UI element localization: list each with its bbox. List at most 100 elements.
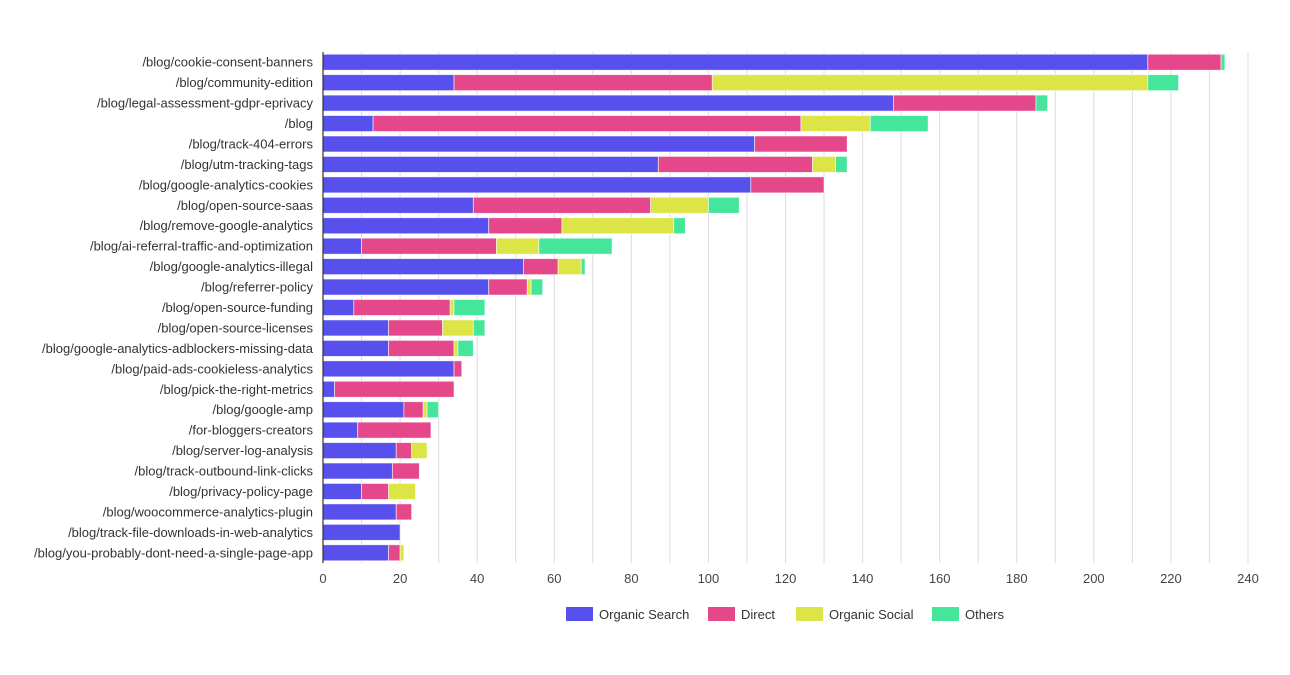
bar-segment-organic-search: [322, 544, 389, 562]
legend-swatch: [566, 607, 593, 621]
legend-label: Organic Search: [599, 607, 689, 622]
bar-segment-others: [426, 401, 440, 419]
bar-segment-organic-search: [322, 339, 389, 357]
legend: Organic Search Direct Organic Social Others: [566, 607, 1005, 622]
bar-segment-direct: [388, 319, 443, 337]
y-category-label: /blog/track-file-downloads-in-web-analyt…: [68, 525, 313, 540]
bar-segment-organic-social: [422, 401, 428, 419]
legend-swatch: [708, 607, 735, 621]
y-category-label: /blog/legal-assessment-gdpr-eprivacy: [97, 96, 314, 111]
bar-segment-organic-social: [453, 339, 459, 357]
bar-segment-direct: [395, 503, 413, 521]
y-category-label: /blog/utm-tracking-tags: [181, 157, 314, 172]
bar-segment-organic-search: [322, 483, 362, 500]
bar-segment-direct: [488, 217, 563, 235]
legend-swatch: [932, 607, 959, 621]
x-tick-label: 40: [470, 571, 484, 586]
y-category-label: /blog/open-source-licenses: [158, 320, 314, 335]
y-category-label: /blog/server-log-analysis: [172, 443, 313, 458]
legend-label: Direct: [741, 607, 775, 622]
bar-segment-others: [457, 339, 474, 357]
bar-segment-others: [708, 196, 740, 214]
x-tick-label: 80: [624, 571, 638, 586]
x-tick-label: 60: [547, 571, 561, 586]
bar-segment-organic-search: [322, 523, 401, 541]
bars: [322, 53, 1226, 562]
legend-item: Organic Search: [566, 607, 689, 622]
bar-segment-direct: [488, 278, 528, 296]
bar-segment-others: [1147, 74, 1180, 92]
bar-segment-direct: [391, 462, 420, 480]
bar-segment-direct: [403, 401, 424, 419]
bar-segment-direct: [395, 442, 413, 459]
y-category-label: /blog/privacy-policy-page: [169, 484, 313, 499]
bar-segment-direct: [388, 544, 401, 562]
x-tick-label: 120: [775, 571, 797, 586]
bar-segment-organic-social: [496, 237, 540, 255]
y-category-label: /blog/open-source-saas: [177, 198, 313, 213]
bar-segment-organic-search: [322, 196, 474, 214]
bar-segment-direct: [353, 299, 451, 316]
bar-segment-direct: [472, 196, 652, 214]
bar-segment-organic-social: [526, 278, 532, 296]
x-axis-labels: 0 20 40 60 80 100 120 140 160 180 200 220 240: [319, 571, 1258, 586]
y-category-label: /blog/cookie-consent-banners: [142, 55, 313, 70]
bar-segment-others: [453, 299, 486, 316]
bar-segment-organic-social: [399, 544, 405, 562]
x-tick-label: 200: [1083, 571, 1105, 586]
y-category-label: /blog/woocommerce-analytics-plugin: [103, 504, 313, 519]
bar-segment-direct: [754, 135, 848, 153]
bar-segment-organic-social: [812, 156, 837, 173]
bar-segment-others: [835, 156, 848, 173]
bar-segment-direct: [357, 421, 432, 439]
bar-segment-others: [1035, 94, 1048, 112]
bar-segment-organic-social: [800, 115, 871, 132]
bar-segment-others: [538, 237, 613, 255]
bar-segment-organic-social: [561, 217, 675, 235]
bar-segment-organic-search: [322, 421, 359, 439]
bar-segment-organic-search: [322, 74, 455, 92]
y-category-label: /blog/remove-google-analytics: [140, 218, 314, 233]
bar-segment-organic-search: [322, 176, 752, 194]
bar-segment-direct: [372, 115, 802, 132]
bar-segment-organic-search: [322, 462, 393, 480]
x-tick-label: 180: [1006, 571, 1028, 586]
bar-segment-direct: [361, 237, 497, 255]
bar-segment-organic-search: [322, 135, 756, 153]
bar-segment-direct: [750, 176, 825, 194]
y-category-label: /for-bloggers-creators: [189, 423, 314, 438]
bar-segment-organic-social: [442, 319, 474, 337]
bar-segment-organic-social: [650, 196, 709, 214]
bar-segment-others: [530, 278, 544, 296]
y-category-label: /blog/paid-ads-cookieless-analytics: [111, 361, 313, 376]
bar-segment-direct: [657, 156, 813, 173]
bar-segment-organic-social: [711, 74, 1149, 92]
bar-segment-organic-search: [322, 115, 374, 132]
bar-segment-organic-search: [322, 217, 490, 235]
legend-swatch: [796, 607, 823, 621]
y-category-label: /blog/open-source-funding: [162, 300, 313, 315]
y-category-label: /blog/ai-referral-traffic-and-optimizati…: [90, 239, 313, 254]
x-tick-label: 160: [929, 571, 951, 586]
bar-segment-organic-search: [322, 278, 490, 296]
bar-segment-organic-social: [449, 299, 455, 316]
bar-segment-organic-search: [322, 237, 362, 255]
y-category-label: /blog/track-outbound-link-clicks: [135, 464, 314, 479]
bar-segment-direct: [523, 258, 559, 276]
bar-segment-organic-social: [388, 483, 416, 500]
y-category-label: /blog/google-analytics-illegal: [150, 259, 313, 274]
bar-segment-direct: [453, 74, 713, 92]
y-category-label: /blog/track-404-errors: [189, 136, 314, 151]
bar-segment-organic-search: [322, 442, 397, 459]
bar-segment-organic-search: [322, 503, 397, 521]
bar-segment-organic-search: [322, 94, 894, 112]
y-category-label: /blog/google-analytics-adblockers-missin…: [42, 341, 314, 356]
y-category-label: /blog: [285, 116, 313, 131]
bar-segment-direct: [334, 380, 455, 398]
x-tick-label: 20: [393, 571, 407, 586]
bar-segment-direct: [453, 360, 463, 378]
bar-segment-organic-search: [322, 53, 1149, 71]
bar-segment-organic-search: [322, 258, 524, 276]
bar-segment-organic-social: [411, 442, 428, 459]
